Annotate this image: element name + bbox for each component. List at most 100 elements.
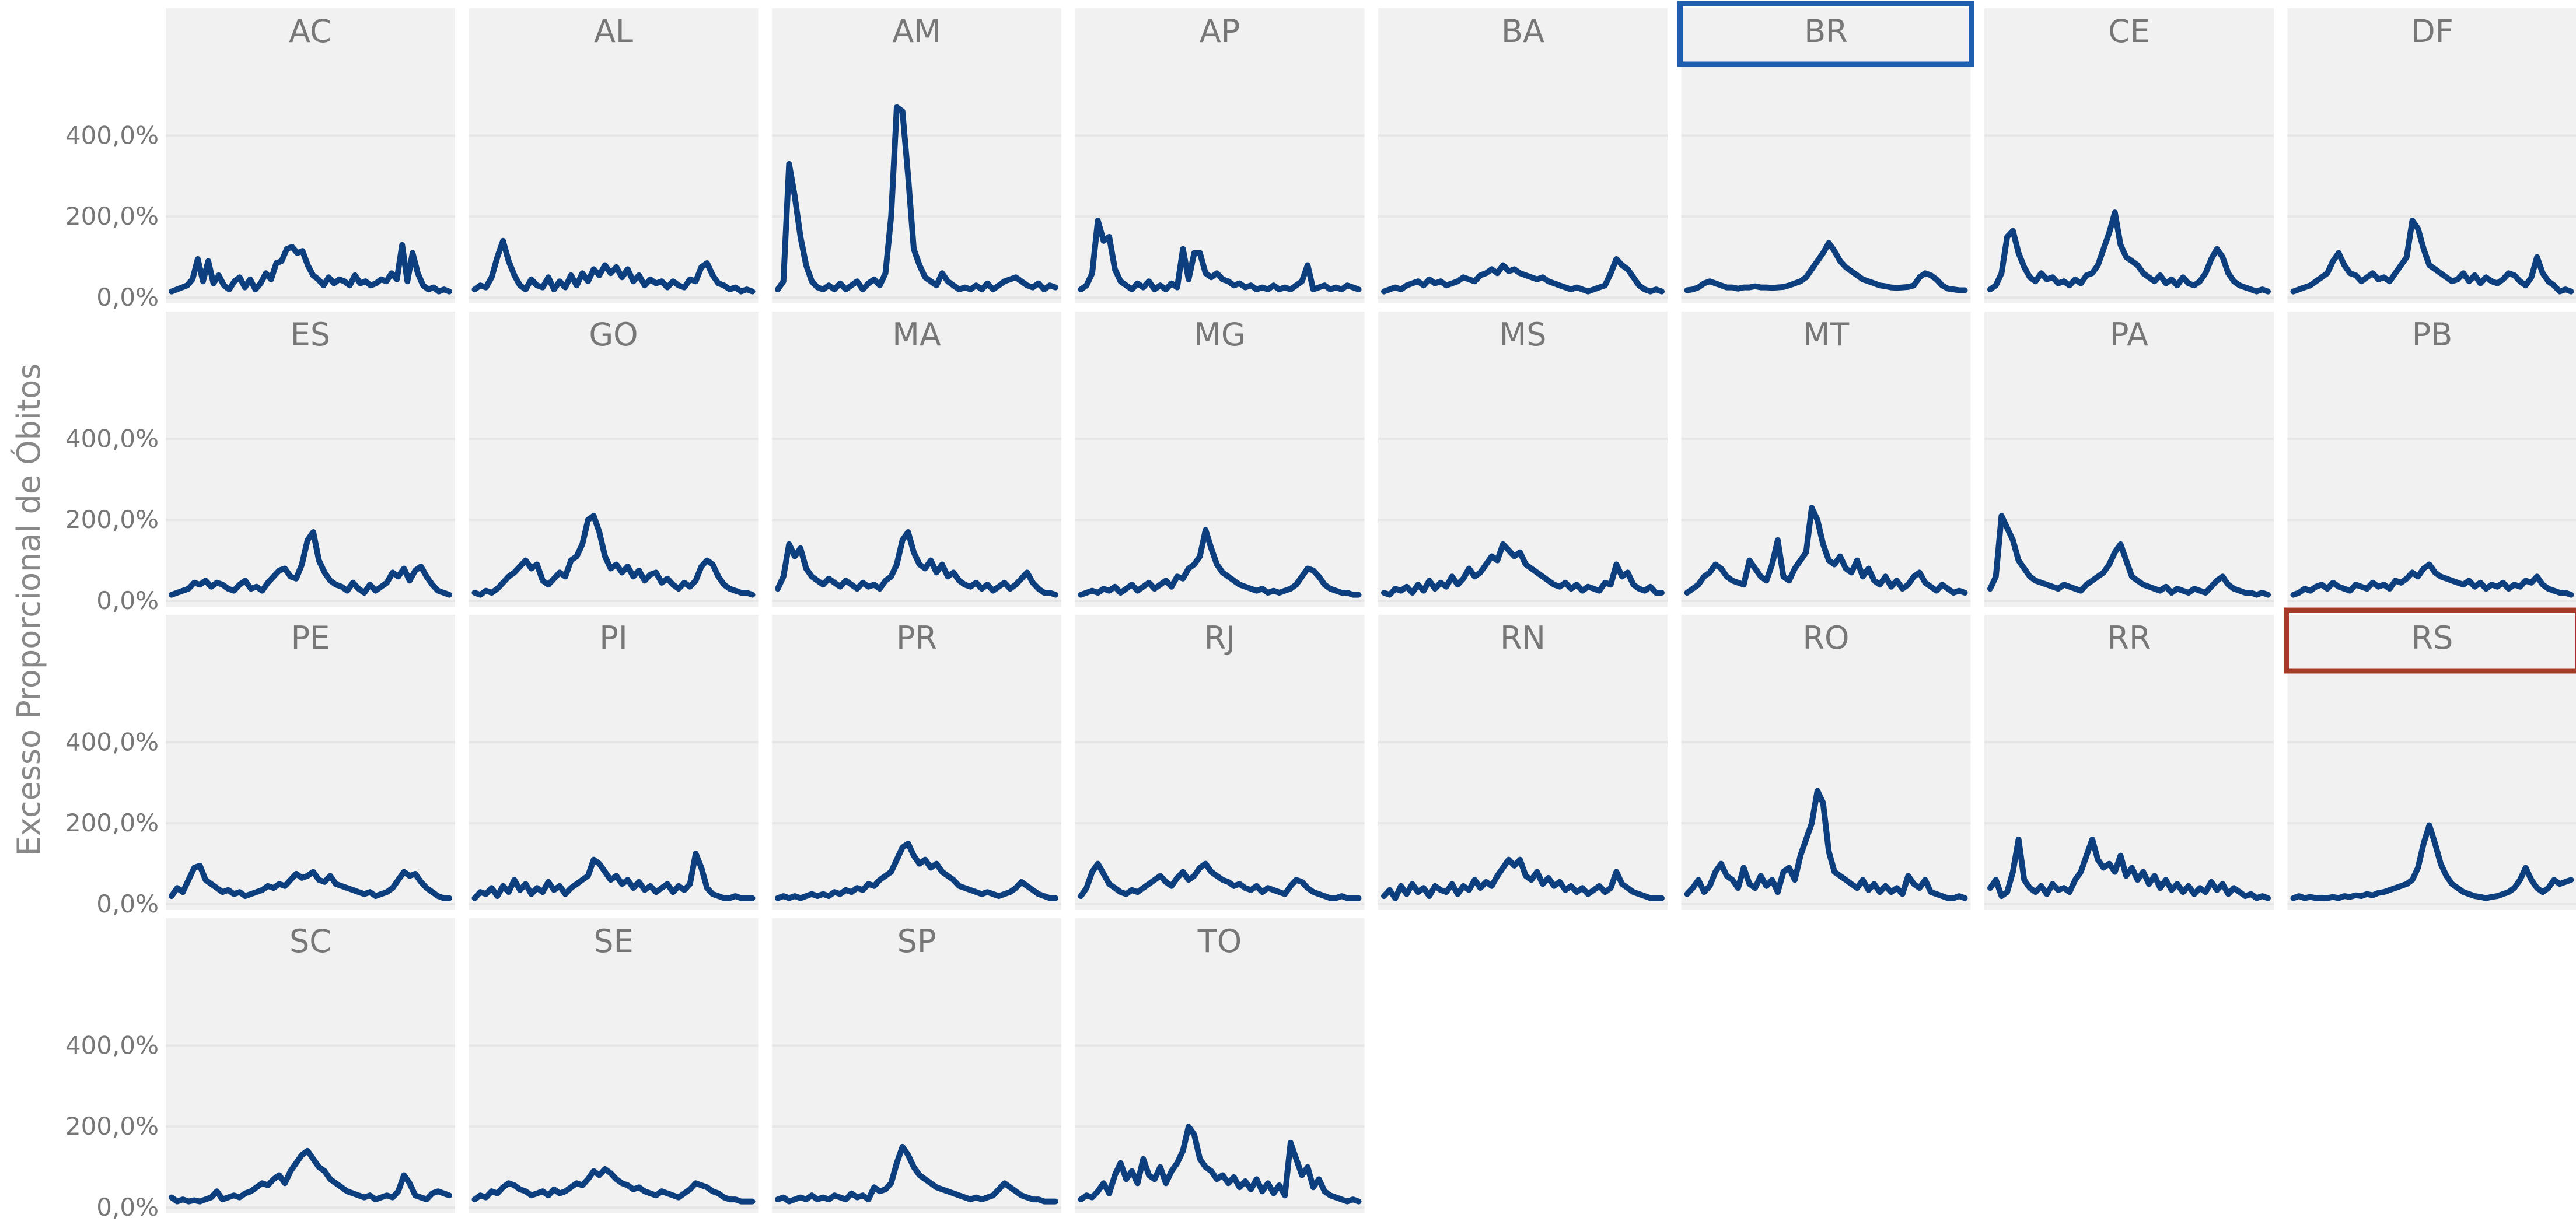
panel-title: BA	[1501, 13, 1544, 50]
panel-rj: RJ	[1075, 615, 1365, 910]
series-line	[1987, 836, 2271, 901]
panel-ac: AC	[166, 8, 455, 303]
panel-background	[1984, 615, 2274, 910]
panel-background	[1378, 8, 1668, 303]
series-line	[1381, 856, 1665, 901]
series-line	[1987, 209, 2271, 295]
series-line	[471, 237, 756, 295]
highlight-box	[1677, 1, 1974, 67]
panel-title: MS	[1500, 316, 1547, 353]
panel-background	[1681, 312, 1971, 607]
panel-rr: RR	[1984, 615, 2274, 910]
panel-background	[166, 312, 455, 607]
series-line	[775, 840, 1058, 901]
panel-title: AM	[892, 13, 941, 50]
series-line	[1078, 860, 1362, 901]
panel-title: RJ	[1204, 620, 1235, 656]
y-tick-label: 200,0%	[65, 809, 159, 837]
panel-background	[1075, 312, 1365, 607]
panel-pe: PE	[166, 615, 455, 910]
panel-background	[1681, 8, 1971, 303]
y-axis-label: Excesso Proporcional de Óbitos	[11, 363, 47, 856]
panel-title: PB	[2412, 316, 2453, 353]
panels: AC AL AM AP BA BR CE DF ES GO MA MG MS MT PA PB PE PI PR RJ…	[166, 1, 2576, 1213]
panel-background	[2287, 8, 2576, 303]
y-tick-label: 400,0%	[65, 424, 159, 453]
series-line	[2290, 218, 2574, 295]
panel-title: PI	[599, 620, 628, 656]
panel-background	[1984, 312, 2274, 607]
y-tick-label: 400,0%	[65, 1031, 159, 1059]
series-line	[2290, 561, 2574, 598]
panel-ba: BA	[1378, 8, 1668, 303]
panel-pa: PA	[1984, 312, 2274, 607]
panel-title: ES	[291, 316, 330, 353]
panel-background	[772, 615, 1061, 910]
series-line	[1987, 513, 2271, 598]
panel-pb: PB	[2287, 312, 2576, 607]
panel-df: DF	[2287, 8, 2576, 303]
panel-to: TO	[1075, 918, 1365, 1213]
highlight-box	[2284, 607, 2576, 674]
series-line	[1381, 256, 1665, 295]
y-tick-label: 200,0%	[65, 1112, 159, 1140]
series-line	[775, 529, 1058, 598]
series-line	[1684, 505, 1968, 596]
panel-ro: RO	[1681, 615, 1971, 910]
series-line	[1078, 1124, 1362, 1205]
panel-title: RO	[1802, 620, 1849, 656]
panel-sc: SC	[166, 918, 455, 1213]
panel-title: MG	[1194, 316, 1245, 353]
y-tick-labels: 0,0% 200,0% 400,0% 0,0% 200,0% 400,0% 0,0% 200,…	[65, 121, 159, 1221]
panel-background	[166, 918, 455, 1213]
panel-background	[1984, 8, 2274, 303]
panel-background	[2287, 312, 2576, 607]
panel-background	[469, 8, 759, 303]
series-line	[1078, 527, 1362, 598]
series-line	[1078, 218, 1362, 293]
panel-mg: MG	[1075, 312, 1365, 607]
panel-es: ES	[166, 312, 455, 607]
panel-title: SE	[593, 923, 633, 960]
panel-title: AC	[289, 13, 332, 50]
panel-ap: AP	[1075, 8, 1365, 303]
panel-pr: PR	[772, 615, 1061, 910]
panel-am: AM	[772, 8, 1061, 303]
panel-title: MT	[1803, 316, 1850, 353]
y-tick-label: 0,0%	[96, 1193, 159, 1221]
panel-title: RR	[2107, 620, 2151, 656]
panel-background	[1075, 8, 1365, 303]
y-tick-label: 200,0%	[65, 505, 159, 534]
series-line	[169, 529, 452, 598]
series-line	[1684, 788, 1968, 901]
series-line	[169, 242, 452, 295]
panel-title: AP	[1200, 13, 1240, 50]
panel-go: GO	[469, 312, 759, 607]
panel-title: BR	[1804, 13, 1848, 50]
series-line	[775, 104, 1058, 293]
series-line	[775, 1143, 1058, 1205]
panel-background	[1681, 615, 1971, 910]
panel-background	[2287, 615, 2576, 910]
panel-title: SC	[289, 923, 331, 960]
y-tick-label: 400,0%	[65, 727, 159, 756]
panel-title: TO	[1197, 923, 1242, 960]
panel-background	[1075, 615, 1365, 910]
panel-background	[166, 615, 455, 910]
panel-rs: RS	[2284, 607, 2576, 910]
series-line	[471, 513, 756, 598]
panel-br: BR	[1677, 1, 1974, 303]
series-line	[169, 863, 452, 901]
panel-title: RS	[2411, 620, 2453, 656]
y-tick-label: 200,0%	[65, 202, 159, 230]
series-line	[471, 851, 756, 901]
series-line	[169, 1147, 452, 1205]
panel-background	[772, 918, 1061, 1213]
panel-ms: MS	[1378, 312, 1668, 607]
panel-background	[166, 8, 455, 303]
panel-background	[469, 918, 759, 1213]
panel-title: PR	[896, 620, 937, 656]
panel-background	[469, 615, 759, 910]
series-line	[1381, 541, 1665, 598]
